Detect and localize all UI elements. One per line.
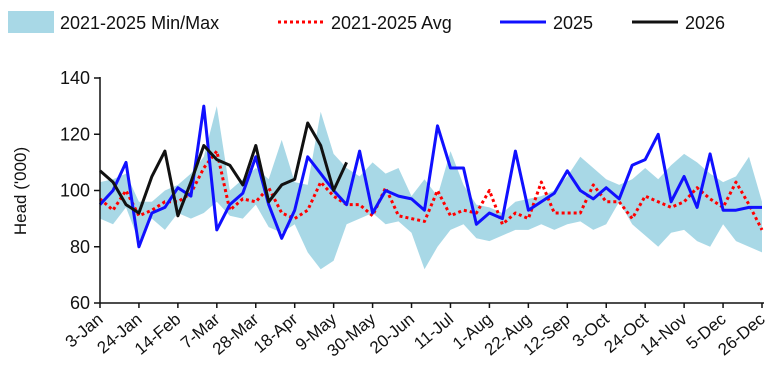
plot-area <box>98 104 764 270</box>
y-axis: 60 80 100 120 140 <box>60 68 101 313</box>
x-axis: 3-Jan24-Jan14-Feb7-Mar28-Mar18-Apr9-May3… <box>62 302 769 361</box>
legend-label-2025: 2025 <box>553 13 593 33</box>
y-tick-label: 120 <box>60 124 90 144</box>
x-tick-label: 11-Jul <box>410 310 457 354</box>
legend-swatch-minmax <box>8 11 54 33</box>
series-2025-line <box>98 104 762 249</box>
y-tick-label: 140 <box>60 68 90 88</box>
minmax-band <box>100 106 762 270</box>
series-2026-line <box>99 121 348 218</box>
legend-label-minmax: 2021-2025 Min/Max <box>60 13 219 33</box>
y-tick-label: 80 <box>70 237 90 257</box>
legend-label-avg: 2021-2025 Avg <box>331 13 452 33</box>
y-tick-label: 60 <box>70 293 90 313</box>
x-tick-label: 20-Jun <box>366 310 418 358</box>
y-axis-title: Head ('000) <box>11 147 30 235</box>
legend-label-2026: 2026 <box>685 13 725 33</box>
x-tick-label: 18-Apr <box>250 309 302 357</box>
avg-line <box>99 149 764 231</box>
legend: 2021-2025 Min/Max 2021-2025 Avg 2025 202… <box>8 11 725 33</box>
y-tick-label: 100 <box>60 181 90 201</box>
